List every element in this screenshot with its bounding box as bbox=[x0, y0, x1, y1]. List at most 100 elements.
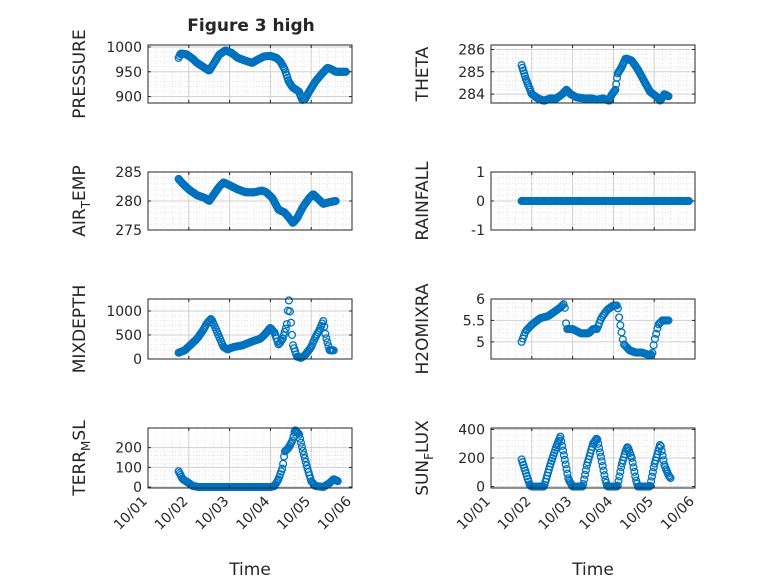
chart-panel-6: 5 5.5 6 H2OMIXRA bbox=[413, 283, 696, 375]
x-tick-label: 10/06 bbox=[315, 493, 355, 533]
y-tick-label: 280 bbox=[115, 194, 142, 210]
y-tick-label: 900 bbox=[115, 90, 142, 106]
data-point bbox=[647, 472, 657, 481]
data-point bbox=[560, 303, 569, 312]
y-label-part: SL bbox=[70, 420, 90, 441]
data-series bbox=[174, 174, 340, 227]
y-tick-label: 6 bbox=[476, 292, 485, 308]
data-point bbox=[280, 327, 289, 336]
data-point bbox=[664, 92, 673, 101]
data-point bbox=[323, 338, 332, 347]
minor-grid bbox=[491, 172, 695, 230]
y-tick-label: 0 bbox=[476, 194, 485, 210]
data-point bbox=[297, 442, 306, 451]
data-point bbox=[320, 322, 329, 331]
data-point bbox=[580, 475, 589, 484]
data-point bbox=[558, 441, 567, 450]
data-point bbox=[631, 472, 640, 481]
data-point bbox=[597, 457, 606, 466]
data-point bbox=[647, 350, 656, 359]
data-point bbox=[615, 313, 624, 322]
y-tick-label: 200 bbox=[458, 451, 485, 467]
data-point bbox=[558, 446, 568, 455]
data-series bbox=[517, 196, 693, 206]
data-point bbox=[613, 481, 622, 490]
y-axis-label: SUNFLUX bbox=[413, 420, 436, 496]
y-axis-label: RAINFALL bbox=[413, 161, 433, 241]
y-tick-label: 0 bbox=[476, 480, 485, 496]
data-point bbox=[284, 296, 293, 305]
data-point bbox=[613, 304, 622, 313]
axes-box bbox=[490, 44, 696, 104]
data-point bbox=[556, 432, 565, 441]
chart-panel-7: 0 100 200 10/01 10/02 10/03 10/04 10/05 10/06 Tim… bbox=[70, 420, 355, 580]
data-series bbox=[174, 46, 350, 104]
data-point bbox=[580, 470, 590, 479]
data-point bbox=[331, 196, 340, 206]
data-point bbox=[559, 451, 568, 460]
data-point bbox=[269, 327, 278, 336]
data-point bbox=[559, 300, 568, 309]
data-point bbox=[301, 457, 310, 466]
data-point bbox=[278, 464, 287, 473]
data-point bbox=[557, 437, 566, 446]
data-series bbox=[174, 296, 338, 362]
y-label-subscript: T bbox=[79, 200, 93, 209]
chart-panel-5: 0 500 1000 MIXDEPTH bbox=[70, 285, 353, 374]
y-label-part: LUX bbox=[413, 420, 433, 453]
data-point bbox=[561, 460, 570, 469]
y-tick-label: 1 bbox=[476, 165, 485, 181]
data-point bbox=[319, 317, 328, 326]
y-tick-label: 275 bbox=[115, 223, 142, 239]
y-axis-label: MIXDEPTH bbox=[70, 285, 90, 374]
y-tick-label: 285 bbox=[115, 165, 142, 181]
data-point bbox=[293, 428, 302, 437]
y-tick-label: 100 bbox=[115, 460, 142, 476]
y-tick-label: 1000 bbox=[106, 40, 142, 56]
x-axis-label: Time bbox=[228, 560, 271, 580]
data-point bbox=[656, 442, 665, 451]
data-point bbox=[286, 318, 296, 327]
data-point bbox=[595, 444, 604, 453]
x-tick-label: 10/03 bbox=[193, 494, 233, 534]
data-point bbox=[294, 429, 303, 438]
x-tick-label: 10/06 bbox=[658, 493, 698, 533]
data-point bbox=[322, 334, 331, 343]
tick-marks bbox=[147, 171, 353, 231]
y-axis-label: PRESSURE bbox=[70, 29, 90, 118]
data-point bbox=[648, 348, 657, 358]
data-point bbox=[595, 448, 605, 457]
data-point bbox=[598, 461, 607, 470]
y-tick-label: 5 bbox=[476, 335, 485, 351]
y-label-part: AIR bbox=[70, 208, 90, 237]
data-point bbox=[600, 471, 609, 480]
x-tick-label: 10/01 bbox=[111, 494, 151, 534]
y-tick-label: 200 bbox=[115, 441, 142, 457]
data-point bbox=[665, 472, 674, 481]
data-point bbox=[627, 453, 636, 463]
y-tick-label: 0 bbox=[133, 352, 142, 368]
tick-marks bbox=[147, 45, 353, 103]
data-point bbox=[615, 472, 624, 481]
tick-marks bbox=[490, 45, 696, 103]
figure-title: Figure 3 high bbox=[187, 16, 315, 36]
data-point bbox=[288, 436, 297, 445]
data-point bbox=[298, 446, 307, 455]
axes-box bbox=[147, 427, 353, 489]
chart-panel-4: -1 0 1 RAINFALL bbox=[413, 161, 696, 241]
data-series bbox=[174, 426, 342, 492]
data-point bbox=[630, 467, 639, 476]
y-axis-label: THETA bbox=[413, 46, 433, 102]
chart-panel-1: 900 950 1000 PRESSURE bbox=[70, 29, 353, 119]
data-point bbox=[609, 88, 618, 97]
data-point bbox=[594, 439, 603, 448]
y-label-part: TERR bbox=[70, 451, 90, 497]
y-label-subscript: F bbox=[422, 453, 436, 460]
y-tick-label: 284 bbox=[458, 87, 485, 103]
y-label-subscript: M bbox=[79, 441, 93, 451]
y-label-part: SUN bbox=[413, 460, 433, 496]
y-axis-label: H2OMIXRA bbox=[413, 283, 433, 374]
data-point bbox=[628, 458, 637, 467]
axes-box bbox=[147, 44, 353, 104]
